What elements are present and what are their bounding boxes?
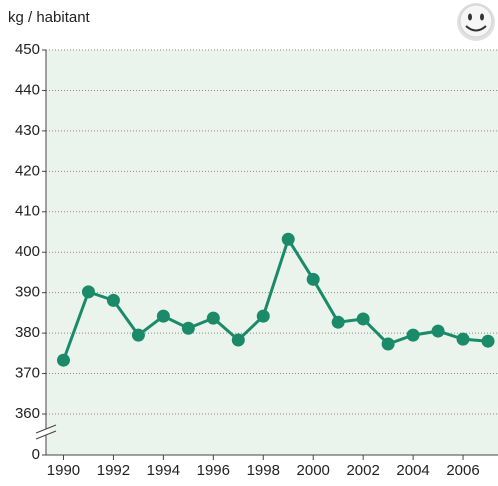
x-tick-label: 2006 bbox=[446, 462, 479, 479]
data-point bbox=[406, 328, 420, 342]
data-point bbox=[81, 285, 95, 299]
data-point bbox=[206, 311, 220, 325]
y-tick-label: 390 bbox=[15, 284, 40, 301]
data-point bbox=[456, 332, 470, 346]
data-point bbox=[156, 309, 170, 323]
x-tick-label: 1992 bbox=[97, 462, 130, 479]
axis-break bbox=[35, 424, 57, 434]
axis-break bbox=[35, 430, 57, 440]
x-tick-label: 1996 bbox=[197, 462, 230, 479]
data-point bbox=[331, 315, 345, 329]
x-tick-label: 2002 bbox=[346, 462, 379, 479]
data-point bbox=[231, 333, 245, 347]
y-tick-label: 450 bbox=[15, 41, 40, 58]
x-tick-label: 1990 bbox=[47, 462, 80, 479]
y-tick-label: 410 bbox=[15, 203, 40, 220]
y-tick-label: 440 bbox=[15, 81, 40, 98]
y-tick-label: 370 bbox=[15, 365, 40, 382]
smiley-icon bbox=[457, 3, 495, 41]
data-point bbox=[306, 272, 320, 286]
data-point bbox=[431, 324, 445, 338]
x-tick-label: 2004 bbox=[396, 462, 429, 479]
x-tick-label: 1998 bbox=[247, 462, 280, 479]
y-tick-label: 360 bbox=[15, 405, 40, 422]
x-tick-label: 1994 bbox=[147, 462, 180, 479]
data-point bbox=[181, 321, 195, 335]
y-axis-label: kg / habitant bbox=[8, 9, 91, 26]
axis-break-gap bbox=[42, 429, 50, 435]
data-point bbox=[106, 293, 120, 307]
y-tick-label: 400 bbox=[15, 243, 40, 260]
y-tick-label: 420 bbox=[15, 162, 40, 179]
y-tick-label: 430 bbox=[15, 122, 40, 139]
data-point bbox=[356, 312, 370, 326]
y-tick-label: 0 bbox=[32, 446, 40, 463]
data-point bbox=[281, 232, 295, 246]
data-point bbox=[381, 337, 395, 351]
data-point bbox=[481, 334, 495, 348]
y-tick-label: 380 bbox=[15, 324, 40, 341]
data-point bbox=[56, 353, 70, 367]
data-point bbox=[131, 328, 145, 342]
data-point bbox=[256, 309, 270, 323]
x-tick-label: 2000 bbox=[297, 462, 330, 479]
